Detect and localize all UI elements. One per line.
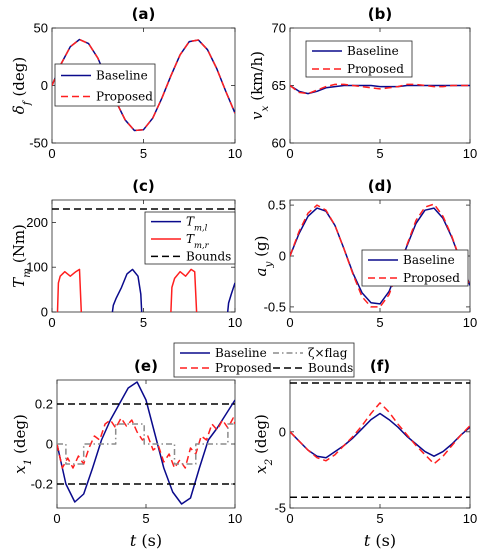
x-tick-label: 10 bbox=[228, 511, 242, 526]
panel-e: (e) 0 5 10 -0.2 0 0.2x1 (deg) t (s) Baseline ζ×fl… bbox=[11, 342, 355, 550]
y-tick-label: -5 bbox=[274, 501, 286, 516]
panel-e-ylabel: x1 (deg) bbox=[11, 414, 34, 474]
y-tick-label: 0 bbox=[46, 437, 53, 452]
x-tick-label: 5 bbox=[140, 315, 147, 330]
panel-b-ylabel: vx (km/h) bbox=[248, 51, 271, 120]
y-tick-label: 0 bbox=[41, 305, 48, 320]
y-tick-label: 100 bbox=[26, 260, 48, 275]
x-tick-label: 5 bbox=[140, 146, 147, 161]
x-tick-label: 0 bbox=[48, 146, 55, 161]
panel-e-xlabel: t (s) bbox=[130, 531, 162, 550]
legend-label-proposed: Proposed bbox=[96, 90, 153, 104]
series-flag-line bbox=[57, 423, 235, 465]
x-tick-label: 5 bbox=[142, 511, 149, 526]
legend-label-proposed: Proposed bbox=[347, 62, 404, 76]
y-tick-label: 70 bbox=[272, 21, 286, 36]
series-proposed-line bbox=[290, 402, 470, 465]
y-tick-label: 0.2 bbox=[35, 397, 53, 412]
legend-label-t-m-r: Tm,r bbox=[186, 232, 210, 250]
x-tick-label: 5 bbox=[376, 146, 383, 161]
panel-d-ylabel: ay (g) bbox=[252, 236, 275, 277]
x-tick-label: 10 bbox=[463, 511, 477, 526]
x-tick-label: 10 bbox=[463, 146, 477, 161]
panel-a-legend bbox=[54, 63, 156, 107]
legend-label-baseline: Baseline bbox=[403, 253, 455, 267]
x-tick-label: 10 bbox=[228, 146, 242, 161]
panel-c-ylabel: Tm (Nm) bbox=[10, 224, 33, 288]
series-t-m-r-line bbox=[56, 268, 83, 312]
legend-label-baseline: Baseline bbox=[347, 44, 399, 58]
panel-b-title: (b) bbox=[368, 5, 392, 23]
panel-f-ylabel: x2 (deg) bbox=[252, 414, 275, 474]
legend-label-baseline: Baseline bbox=[96, 69, 148, 83]
legend-label-bounds: Bounds bbox=[186, 249, 231, 263]
y-tick-label: 65 bbox=[272, 78, 286, 93]
legend-label-t-m-l: Tm,l bbox=[186, 215, 208, 233]
x-tick-label: 0 bbox=[286, 511, 293, 526]
legend-label-baseline: Baseline bbox=[215, 346, 267, 360]
series-baseline-line bbox=[290, 207, 470, 305]
series-proposed-line bbox=[290, 83, 470, 95]
panel-b-legend bbox=[305, 40, 413, 78]
series-t-m-r-line bbox=[170, 268, 198, 312]
y-tick-label: 0.5 bbox=[268, 198, 286, 213]
x-tick-label: 10 bbox=[228, 315, 242, 330]
series-t-m-l-line bbox=[111, 268, 143, 312]
x-tick-label: 5 bbox=[376, 511, 383, 526]
x-tick-label: 10 bbox=[463, 315, 477, 330]
series-proposed-line bbox=[52, 38, 235, 132]
legend-label-proposed: Proposed bbox=[403, 271, 460, 285]
legend-label-proposed: Proposed bbox=[215, 361, 272, 375]
panel-c-title: (c) bbox=[132, 177, 155, 195]
y-tick-label: 50 bbox=[34, 21, 48, 36]
x-tick-label: 0 bbox=[48, 315, 55, 330]
y-tick-label: 0 bbox=[279, 424, 286, 439]
legend-label-bounds: Bounds bbox=[308, 361, 353, 375]
y-tick-label: 60 bbox=[272, 136, 286, 151]
panel-d-legend bbox=[361, 249, 469, 287]
series-baseline-line bbox=[290, 412, 470, 459]
x-tick-label: 5 bbox=[376, 315, 383, 330]
panel-f-xlabel: t (s) bbox=[364, 531, 396, 550]
panel-f-title: (f) bbox=[370, 357, 390, 375]
panel-e-title: (e) bbox=[134, 357, 158, 375]
panel-c-legend bbox=[144, 211, 236, 265]
x-tick-label: 0 bbox=[53, 511, 60, 526]
y-tick-label: -0.5 bbox=[264, 299, 286, 314]
x-tick-label: 0 bbox=[286, 315, 293, 330]
series-baseline-line bbox=[290, 84, 470, 95]
panel-a-ylabel: δf (deg) bbox=[10, 57, 33, 114]
panel-d-title: (d) bbox=[368, 177, 392, 195]
panel-f-axes bbox=[289, 379, 471, 509]
series-proposed-line bbox=[57, 417, 235, 469]
series-t-m-l-line bbox=[226, 282, 235, 312]
y-tick-label: 0 bbox=[41, 78, 48, 93]
y-tick-label: -0.2 bbox=[31, 477, 53, 492]
y-tick-label: 200 bbox=[26, 215, 48, 230]
x-tick-label: 0 bbox=[286, 146, 293, 161]
panel-e-legend bbox=[173, 342, 355, 378]
legend-label-flag: ζ×flag bbox=[308, 346, 348, 360]
y-tick-label: -50 bbox=[29, 136, 48, 151]
y-tick-label: 0 bbox=[279, 249, 286, 264]
panel-a-title: (a) bbox=[132, 5, 156, 23]
series-baseline-line bbox=[57, 381, 235, 505]
